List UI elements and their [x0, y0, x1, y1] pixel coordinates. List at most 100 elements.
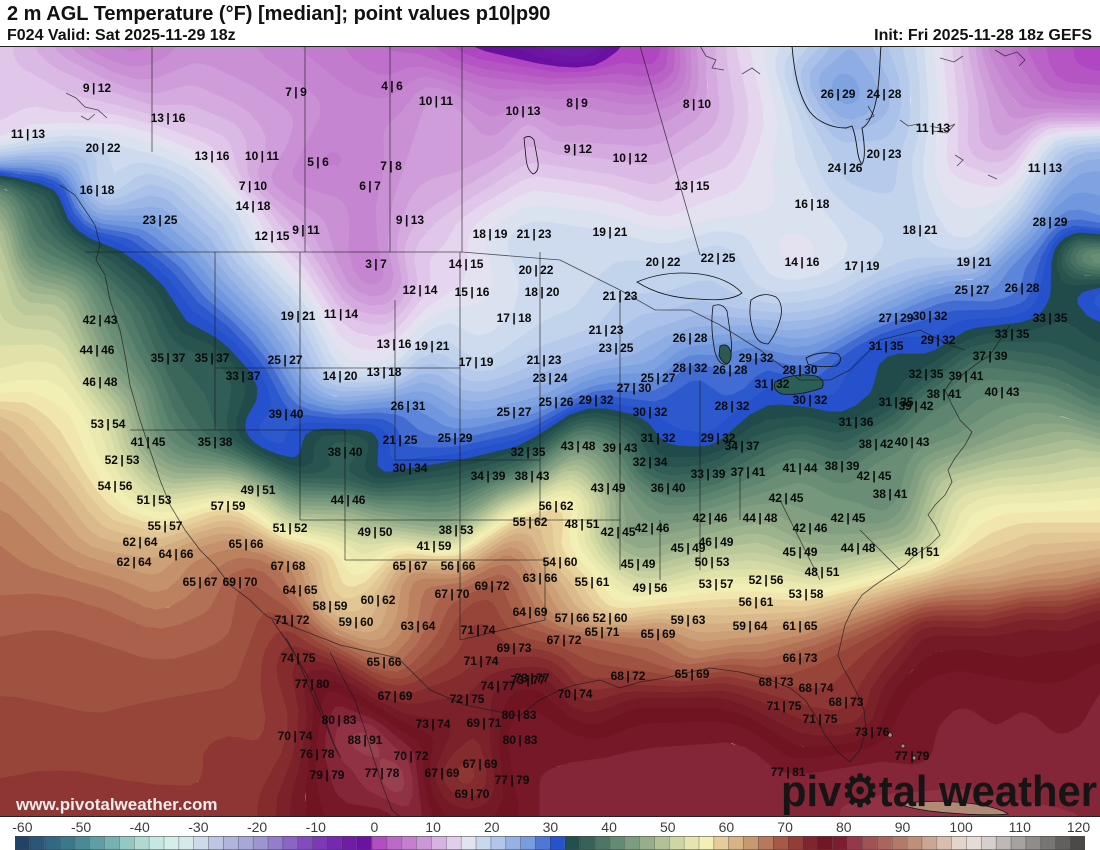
- svg-text:69 | 72: 69 | 72: [475, 579, 510, 593]
- svg-text:38 | 41: 38 | 41: [873, 487, 908, 501]
- svg-text:40 | 43: 40 | 43: [895, 435, 930, 449]
- svg-text:65 | 67: 65 | 67: [183, 575, 218, 589]
- svg-text:63 | 64: 63 | 64: [401, 619, 436, 633]
- svg-text:24 | 28: 24 | 28: [867, 87, 902, 101]
- svg-text:67 | 69: 67 | 69: [425, 766, 460, 780]
- svg-text:14 | 15: 14 | 15: [449, 257, 484, 271]
- svg-text:12 | 15: 12 | 15: [255, 229, 290, 243]
- svg-text:64 | 66: 64 | 66: [159, 547, 194, 561]
- svg-text:33 | 37: 33 | 37: [226, 369, 261, 383]
- svg-text:43 | 48: 43 | 48: [561, 439, 596, 453]
- svg-text:45 | 49: 45 | 49: [783, 545, 818, 559]
- svg-text:55 | 57: 55 | 57: [148, 519, 183, 533]
- svg-text:19 | 21: 19 | 21: [957, 255, 992, 269]
- svg-text:56 | 62: 56 | 62: [539, 499, 574, 513]
- svg-text:28 | 32: 28 | 32: [673, 361, 708, 375]
- svg-text:39 | 43: 39 | 43: [603, 441, 638, 455]
- svg-text:48 | 51: 48 | 51: [565, 517, 600, 531]
- svg-text:60 | 62: 60 | 62: [361, 593, 396, 607]
- svg-text:34 | 37: 34 | 37: [725, 439, 760, 453]
- svg-text:28 | 32: 28 | 32: [715, 399, 750, 413]
- svg-text:41 | 59: 41 | 59: [417, 539, 452, 553]
- svg-text:21 | 23: 21 | 23: [603, 289, 638, 303]
- svg-text:31 | 32: 31 | 32: [755, 377, 790, 391]
- svg-text:68 | 73: 68 | 73: [829, 695, 864, 709]
- svg-text:24 | 26: 24 | 26: [828, 161, 863, 175]
- svg-text:42 | 45: 42 | 45: [601, 525, 636, 539]
- svg-text:8 | 9: 8 | 9: [566, 96, 588, 110]
- svg-text:www.pivotalweather.com: www.pivotalweather.com: [15, 795, 218, 814]
- svg-text:22 | 25: 22 | 25: [701, 251, 736, 265]
- svg-text:19 | 21: 19 | 21: [593, 225, 628, 239]
- svg-text:51 | 53: 51 | 53: [137, 493, 172, 507]
- svg-text:11 | 13: 11 | 13: [11, 127, 46, 141]
- svg-text:38 | 40: 38 | 40: [328, 445, 363, 459]
- svg-text:42 | 45: 42 | 45: [831, 511, 866, 525]
- svg-text:9 | 11: 9 | 11: [292, 223, 320, 237]
- svg-text:77 | 79: 77 | 79: [895, 749, 930, 763]
- svg-text:21 | 23: 21 | 23: [589, 323, 624, 337]
- svg-text:13 | 15: 13 | 15: [675, 179, 710, 193]
- svg-text:64 | 69: 64 | 69: [513, 605, 548, 619]
- svg-text:10 | 13: 10 | 13: [506, 104, 541, 118]
- svg-text:38 | 42: 38 | 42: [859, 437, 894, 451]
- svg-text:44 | 46: 44 | 46: [331, 493, 366, 507]
- svg-text:31 | 35: 31 | 35: [879, 395, 914, 409]
- svg-text:7 | 9: 7 | 9: [285, 85, 307, 99]
- svg-text:20 | 22: 20 | 22: [519, 263, 554, 277]
- svg-text:71 | 72: 71 | 72: [275, 613, 310, 627]
- svg-text:53 | 58: 53 | 58: [789, 587, 824, 601]
- svg-text:71 | 74: 71 | 74: [464, 654, 499, 668]
- svg-text:57 | 66: 57 | 66: [555, 611, 590, 625]
- svg-text:43 | 49: 43 | 49: [591, 481, 626, 495]
- svg-text:39 | 42: 39 | 42: [899, 399, 934, 413]
- svg-text:65 | 69: 65 | 69: [675, 667, 710, 681]
- svg-text:63 | 66: 63 | 66: [523, 571, 558, 585]
- svg-text:29 | 32: 29 | 32: [579, 393, 614, 407]
- svg-text:65 | 71: 65 | 71: [585, 625, 620, 639]
- svg-text:25 | 29: 25 | 29: [438, 431, 473, 445]
- svg-text:49 | 50: 49 | 50: [358, 525, 393, 539]
- svg-text:54 | 60: 54 | 60: [543, 555, 578, 569]
- svg-text:49 | 51: 49 | 51: [241, 483, 276, 497]
- svg-text:10 | 11: 10 | 11: [245, 149, 280, 163]
- svg-text:9 | 12: 9 | 12: [564, 142, 593, 156]
- svg-text:26 | 31: 26 | 31: [391, 399, 426, 413]
- svg-text:20 | 22: 20 | 22: [646, 255, 681, 269]
- svg-text:73 | 76: 73 | 76: [855, 725, 890, 739]
- svg-text:25 | 26: 25 | 26: [539, 395, 574, 409]
- svg-text:6 | 7: 6 | 7: [359, 179, 381, 193]
- svg-text:65 | 66: 65 | 66: [367, 655, 402, 669]
- svg-text:3 | 7: 3 | 7: [365, 257, 387, 271]
- svg-text:45 | 49: 45 | 49: [671, 541, 706, 555]
- svg-text:69 | 70: 69 | 70: [455, 787, 490, 801]
- svg-text:65 | 66: 65 | 66: [229, 537, 264, 551]
- svg-text:7 | 8: 7 | 8: [380, 159, 402, 173]
- svg-text:73 | 77: 73 | 77: [515, 671, 550, 685]
- svg-text:25 | 27: 25 | 27: [497, 405, 532, 419]
- svg-text:69 | 73: 69 | 73: [497, 641, 532, 655]
- svg-text:53 | 54: 53 | 54: [91, 417, 126, 431]
- svg-text:31 | 35: 31 | 35: [869, 339, 904, 353]
- svg-text:35 | 38: 35 | 38: [198, 435, 233, 449]
- svg-text:39 | 40: 39 | 40: [269, 407, 304, 421]
- svg-text:26 | 29: 26 | 29: [821, 87, 856, 101]
- svg-text:28 | 30: 28 | 30: [783, 363, 818, 377]
- svg-text:18 | 19: 18 | 19: [473, 227, 508, 241]
- svg-text:71 | 75: 71 | 75: [803, 712, 838, 726]
- svg-text:52 | 56: 52 | 56: [749, 573, 784, 587]
- svg-text:67 | 69: 67 | 69: [463, 757, 498, 771]
- svg-text:70 | 72: 70 | 72: [394, 749, 429, 763]
- svg-text:69 | 70: 69 | 70: [223, 575, 258, 589]
- svg-text:14 | 20: 14 | 20: [323, 369, 358, 383]
- svg-text:51 | 52: 51 | 52: [273, 521, 308, 535]
- svg-text:23 | 24: 23 | 24: [533, 371, 568, 385]
- svg-text:10 | 12: 10 | 12: [613, 151, 648, 165]
- svg-text:26 | 28: 26 | 28: [713, 363, 748, 377]
- svg-text:25 | 27: 25 | 27: [641, 371, 676, 385]
- svg-text:42 | 45: 42 | 45: [857, 469, 892, 483]
- svg-text:33 | 35: 33 | 35: [1033, 311, 1068, 325]
- svg-text:71 | 75: 71 | 75: [767, 699, 802, 713]
- svg-text:55 | 62: 55 | 62: [513, 515, 548, 529]
- svg-text:32 | 34: 32 | 34: [633, 455, 668, 469]
